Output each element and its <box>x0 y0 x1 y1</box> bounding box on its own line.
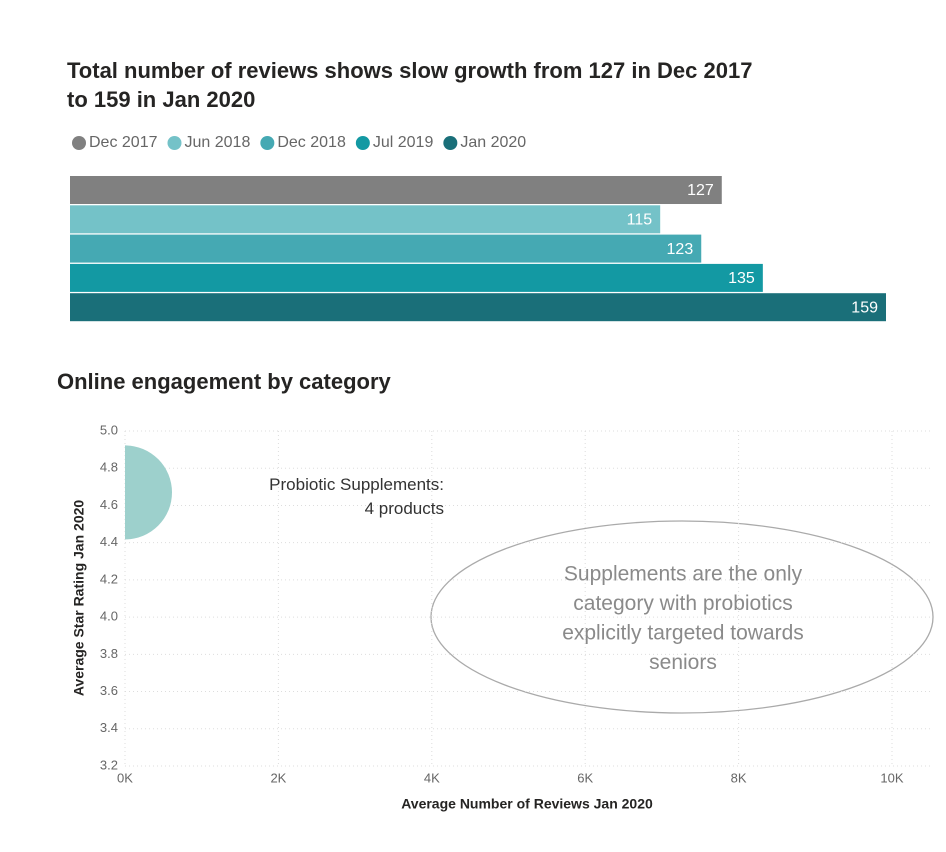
y-tick-label: 4.4 <box>100 534 118 549</box>
annotation: explicitly targeted towards <box>562 622 804 645</box>
bar <box>70 176 722 204</box>
plot-area <box>125 445 172 540</box>
y-tick-label: 4.2 <box>100 571 118 586</box>
bar <box>70 293 886 322</box>
x-tick-label: 8K <box>731 770 747 785</box>
legend-marker <box>260 136 275 150</box>
legend-marker <box>72 136 86 150</box>
y-tick-label: 4.6 <box>100 497 118 512</box>
bar <box>70 205 661 234</box>
annotation: seniors <box>649 651 717 674</box>
y-tick-label: 3.2 <box>100 757 118 772</box>
legend-label: Dec 2018 <box>277 134 346 151</box>
y-tick-label: 4.0 <box>100 609 118 624</box>
legend-label: Jan 2020 <box>460 134 526 151</box>
value-label: 123 <box>667 241 694 258</box>
legend-marker <box>355 136 370 150</box>
chart-title: Total number of reviews shows slow growt… <box>67 58 752 83</box>
legend-label: Jul 2019 <box>373 134 434 151</box>
data-label: Probiotic Supplements: <box>269 475 444 494</box>
y-tick-label: 3.4 <box>100 720 118 735</box>
bar <box>70 263 763 292</box>
y-axis-label: Average Star Rating Jan 2020 <box>71 500 87 697</box>
bubble <box>125 445 172 540</box>
bar <box>70 234 702 263</box>
annotation: Supplements are the only <box>564 563 803 586</box>
x-tick-label: 4K <box>424 770 440 785</box>
value-label: 127 <box>687 182 714 199</box>
x-tick-label: 6K <box>577 770 593 785</box>
legend-label: Jun 2018 <box>185 134 251 151</box>
y-tick-label: 3.8 <box>100 646 118 661</box>
data-label: 4 products <box>365 499 444 518</box>
legend-marker <box>167 136 182 150</box>
x-axis-label: Average Number of Reviews Jan 2020 <box>401 796 653 812</box>
x-tick-label: 2K <box>270 770 286 785</box>
value-label: 135 <box>728 270 755 287</box>
y-tick-label: 5.0 <box>100 422 118 437</box>
y-tick-label: 3.6 <box>100 683 118 698</box>
x-tick-label: 10K <box>880 770 903 785</box>
y-tick-label: 4.8 <box>100 460 118 475</box>
callout-ellipse <box>430 520 934 714</box>
chart-title: Online engagement by category <box>57 369 392 394</box>
legend-label: Dec 2017 <box>89 134 158 151</box>
annotation: category with probiotics <box>573 592 792 615</box>
x-tick-label: 0K <box>117 770 133 785</box>
value-label: 115 <box>627 212 653 229</box>
value-label: 159 <box>851 299 878 316</box>
chart-title: to 159 in Jan 2020 <box>67 87 255 112</box>
legend-marker <box>443 136 458 150</box>
